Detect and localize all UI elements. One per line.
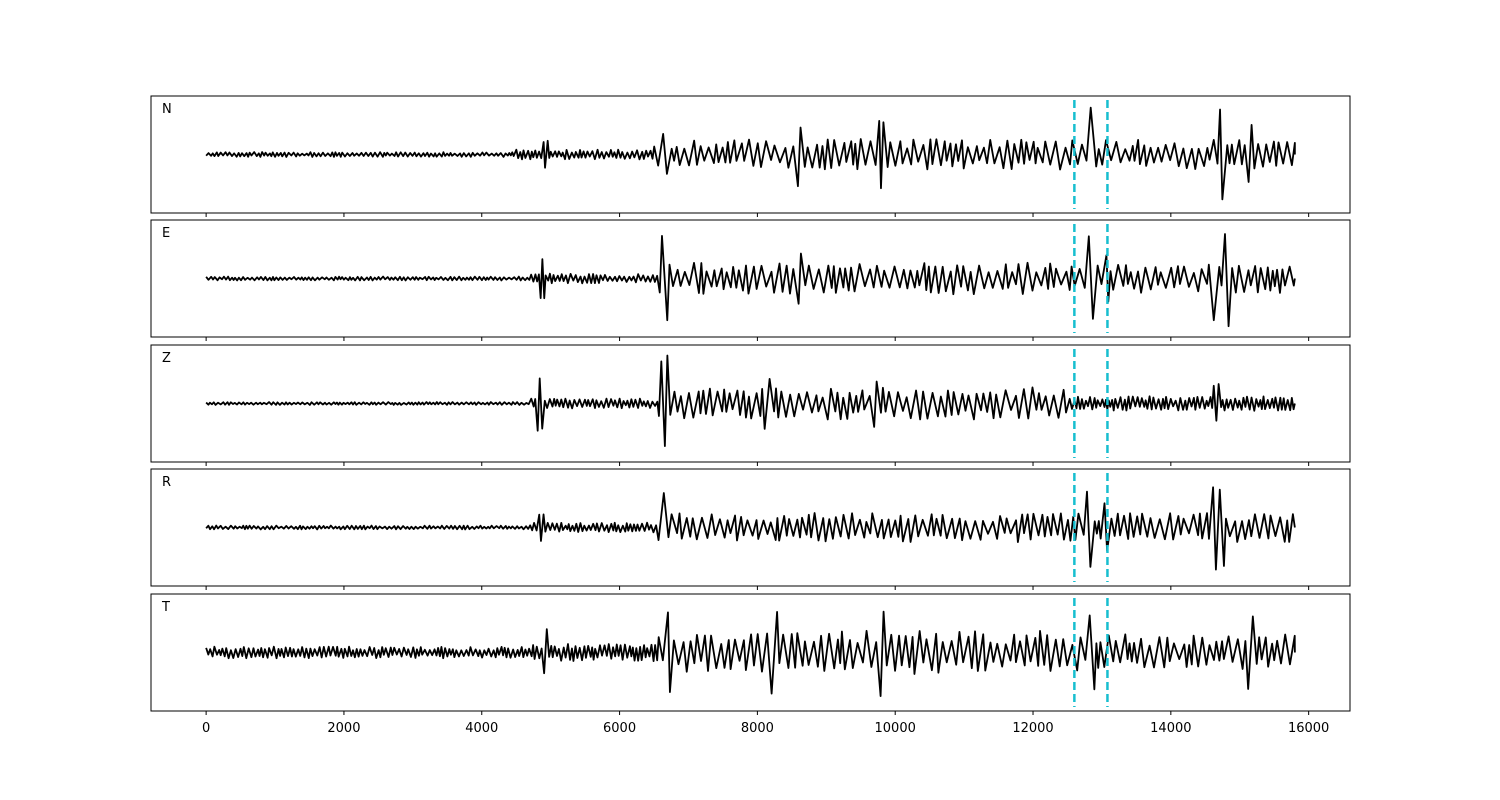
waveform-e: [205, 233, 1296, 328]
waveform-z: [205, 354, 1296, 448]
panel-label: T: [161, 600, 170, 615]
x-tick-label: 10000: [875, 721, 916, 736]
panel-frame: [150, 593, 1351, 712]
panel-frame: [150, 95, 1351, 214]
panel-frame: [150, 344, 1351, 463]
waveform-n: [205, 106, 1296, 201]
panel-r: R: [150, 468, 1351, 590]
x-tick-label: 12000: [1012, 721, 1053, 736]
panel-z: Z: [150, 344, 1351, 466]
x-tick-label: 6000: [603, 721, 636, 736]
panel-label: E: [162, 226, 170, 241]
x-tick-label: 0: [202, 721, 210, 736]
panel-frame: [150, 468, 1351, 587]
panel-frame: [150, 219, 1351, 338]
x-tick-label: 8000: [741, 721, 774, 736]
panel-t: T: [150, 593, 1351, 715]
panel-label: N: [162, 102, 172, 117]
panel-label: Z: [162, 351, 171, 366]
x-axis: 0 2000 4000 6000 8000 10000 12000 14000 16000: [202, 721, 1329, 736]
panel-n: N: [150, 95, 1351, 217]
x-tick-label: 4000: [465, 721, 498, 736]
panels-group: N E Z R T: [150, 95, 1351, 715]
x-tick-label: 2000: [327, 721, 360, 736]
x-tick-label: 16000: [1288, 721, 1329, 736]
x-tick-label: 14000: [1150, 721, 1191, 736]
panel-label: R: [162, 475, 171, 490]
waveform-r: [205, 486, 1296, 571]
waveform-t: [205, 610, 1296, 697]
panel-e: E: [150, 219, 1351, 341]
